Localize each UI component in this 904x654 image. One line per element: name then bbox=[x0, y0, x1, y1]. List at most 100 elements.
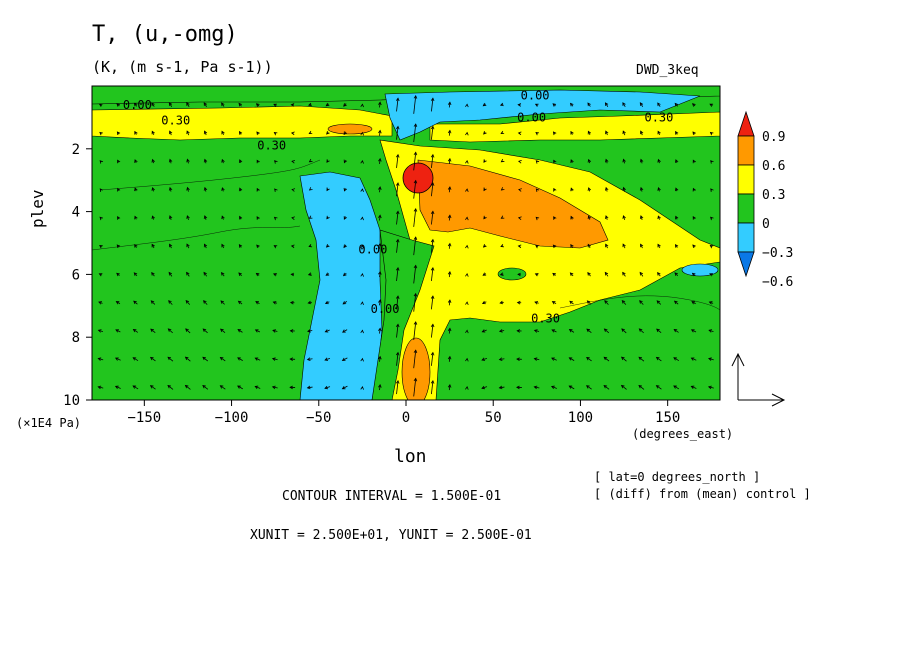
wind-arrowhead bbox=[413, 151, 418, 156]
wind-arrowhead bbox=[622, 215, 626, 219]
wind-arrow bbox=[379, 215, 381, 221]
wind-arrowhead bbox=[587, 102, 591, 107]
wind-arrow bbox=[431, 380, 434, 395]
wind-arrowhead bbox=[691, 301, 696, 305]
y-tick-label: 10 bbox=[63, 393, 80, 409]
wind-arrowhead bbox=[132, 357, 137, 361]
wind-arrow bbox=[413, 180, 417, 199]
wind-arrowhead bbox=[656, 328, 660, 333]
wind-arrowhead bbox=[343, 244, 347, 249]
wind-arrow bbox=[413, 95, 417, 114]
reference-arrowhead-y bbox=[731, 352, 745, 367]
wind-arrow bbox=[379, 299, 381, 306]
wind-arrowhead bbox=[447, 242, 452, 247]
wind-arrowhead bbox=[360, 216, 364, 221]
wind-arrowhead bbox=[585, 385, 590, 389]
colorbar-label: −0.6 bbox=[762, 275, 793, 290]
wind-arrowhead bbox=[378, 355, 382, 360]
wind-arrowhead bbox=[255, 103, 260, 107]
wind-arrowhead bbox=[150, 328, 154, 333]
wind-arrowhead bbox=[186, 102, 190, 106]
wind-arrowhead bbox=[203, 186, 208, 191]
wind-arrowhead bbox=[151, 243, 155, 248]
wind-arrow bbox=[342, 385, 348, 390]
wind-arrowhead bbox=[692, 187, 696, 192]
wind-arrowhead bbox=[465, 216, 469, 221]
wind-arrowhead bbox=[308, 187, 313, 191]
wind-arrowhead bbox=[447, 299, 452, 303]
wind-arrowhead bbox=[254, 385, 259, 389]
wind-arrow bbox=[673, 357, 680, 362]
wind-arrow bbox=[534, 386, 540, 389]
wind-arrow bbox=[379, 102, 381, 108]
wind-arrow bbox=[237, 357, 243, 361]
wind-arrowhead bbox=[291, 188, 296, 192]
wind-arrowhead bbox=[516, 385, 520, 390]
wind-arrowhead bbox=[430, 97, 435, 102]
wind-arrowhead bbox=[605, 158, 609, 163]
wind-arrow bbox=[342, 329, 348, 333]
x-axis-label: lon bbox=[394, 446, 427, 467]
wind-arrowhead bbox=[568, 329, 573, 333]
wind-arrow bbox=[431, 352, 434, 366]
wind-arrow bbox=[621, 300, 627, 305]
wind-arrow bbox=[656, 385, 662, 390]
y-tick-label: 4 bbox=[72, 205, 80, 221]
wind-arrowhead bbox=[499, 102, 504, 107]
wind-arrowhead bbox=[343, 159, 348, 164]
wind-arrow bbox=[379, 130, 381, 136]
wind-vectors bbox=[97, 95, 714, 397]
wind-arrow bbox=[621, 385, 627, 390]
wind-arrowhead bbox=[150, 300, 155, 304]
wind-arrowhead bbox=[308, 158, 313, 163]
wind-arrowhead bbox=[186, 215, 190, 219]
wind-arrow bbox=[185, 328, 191, 334]
wind-arrowhead bbox=[273, 273, 277, 277]
wind-arrowhead bbox=[568, 357, 573, 361]
wind-arrowhead bbox=[274, 160, 278, 164]
wind-arrow bbox=[431, 239, 434, 253]
wind-arrowhead bbox=[325, 102, 330, 107]
wind-arrowhead bbox=[395, 380, 400, 384]
wind-arrowhead bbox=[342, 301, 347, 305]
wind-arrowhead bbox=[290, 244, 295, 249]
wind-arrowhead bbox=[360, 159, 364, 164]
wind-arrowhead bbox=[553, 187, 557, 192]
wind-arrowhead bbox=[552, 244, 557, 249]
wind-arrowhead bbox=[638, 356, 643, 361]
wind-arrowhead bbox=[430, 238, 435, 243]
wind-arrowhead bbox=[237, 385, 241, 389]
wind-arrowhead bbox=[395, 210, 400, 215]
wind-arrow bbox=[413, 237, 417, 256]
wind-arrow bbox=[379, 328, 381, 334]
wind-arrow bbox=[220, 300, 225, 305]
wind-arrowhead bbox=[622, 186, 626, 191]
wind-arrow bbox=[534, 358, 540, 361]
wind-arrow bbox=[396, 296, 399, 310]
colorbar-label: 0 bbox=[762, 217, 770, 232]
wind-arrowhead bbox=[500, 243, 505, 248]
wind-arrowhead bbox=[413, 377, 418, 382]
wind-arrowhead bbox=[552, 272, 556, 277]
wind-arrowhead bbox=[307, 272, 312, 276]
wind-arrowhead bbox=[413, 95, 418, 99]
wind-arrowhead bbox=[395, 266, 400, 271]
wind-arrowhead bbox=[638, 384, 643, 389]
wind-arrow bbox=[255, 357, 261, 361]
wind-arrow bbox=[115, 385, 121, 389]
wind-arrowhead bbox=[465, 131, 469, 136]
wind-arrowhead bbox=[395, 323, 400, 328]
wind-arrowhead bbox=[97, 385, 102, 390]
wind-arrowhead bbox=[413, 321, 418, 325]
contour-label: 0.00 bbox=[123, 98, 152, 112]
wind-arrowhead bbox=[430, 125, 435, 130]
wind-arrowhead bbox=[430, 266, 435, 271]
wind-arrow bbox=[115, 357, 121, 361]
wind-arrowhead bbox=[256, 131, 260, 136]
wind-arrow bbox=[638, 356, 645, 362]
wind-arrowhead bbox=[272, 329, 276, 333]
wind-arrowhead bbox=[272, 301, 277, 305]
colorbar-segment bbox=[737, 164, 755, 195]
wind-arrowhead bbox=[202, 385, 206, 389]
wind-arrowhead bbox=[134, 243, 138, 248]
